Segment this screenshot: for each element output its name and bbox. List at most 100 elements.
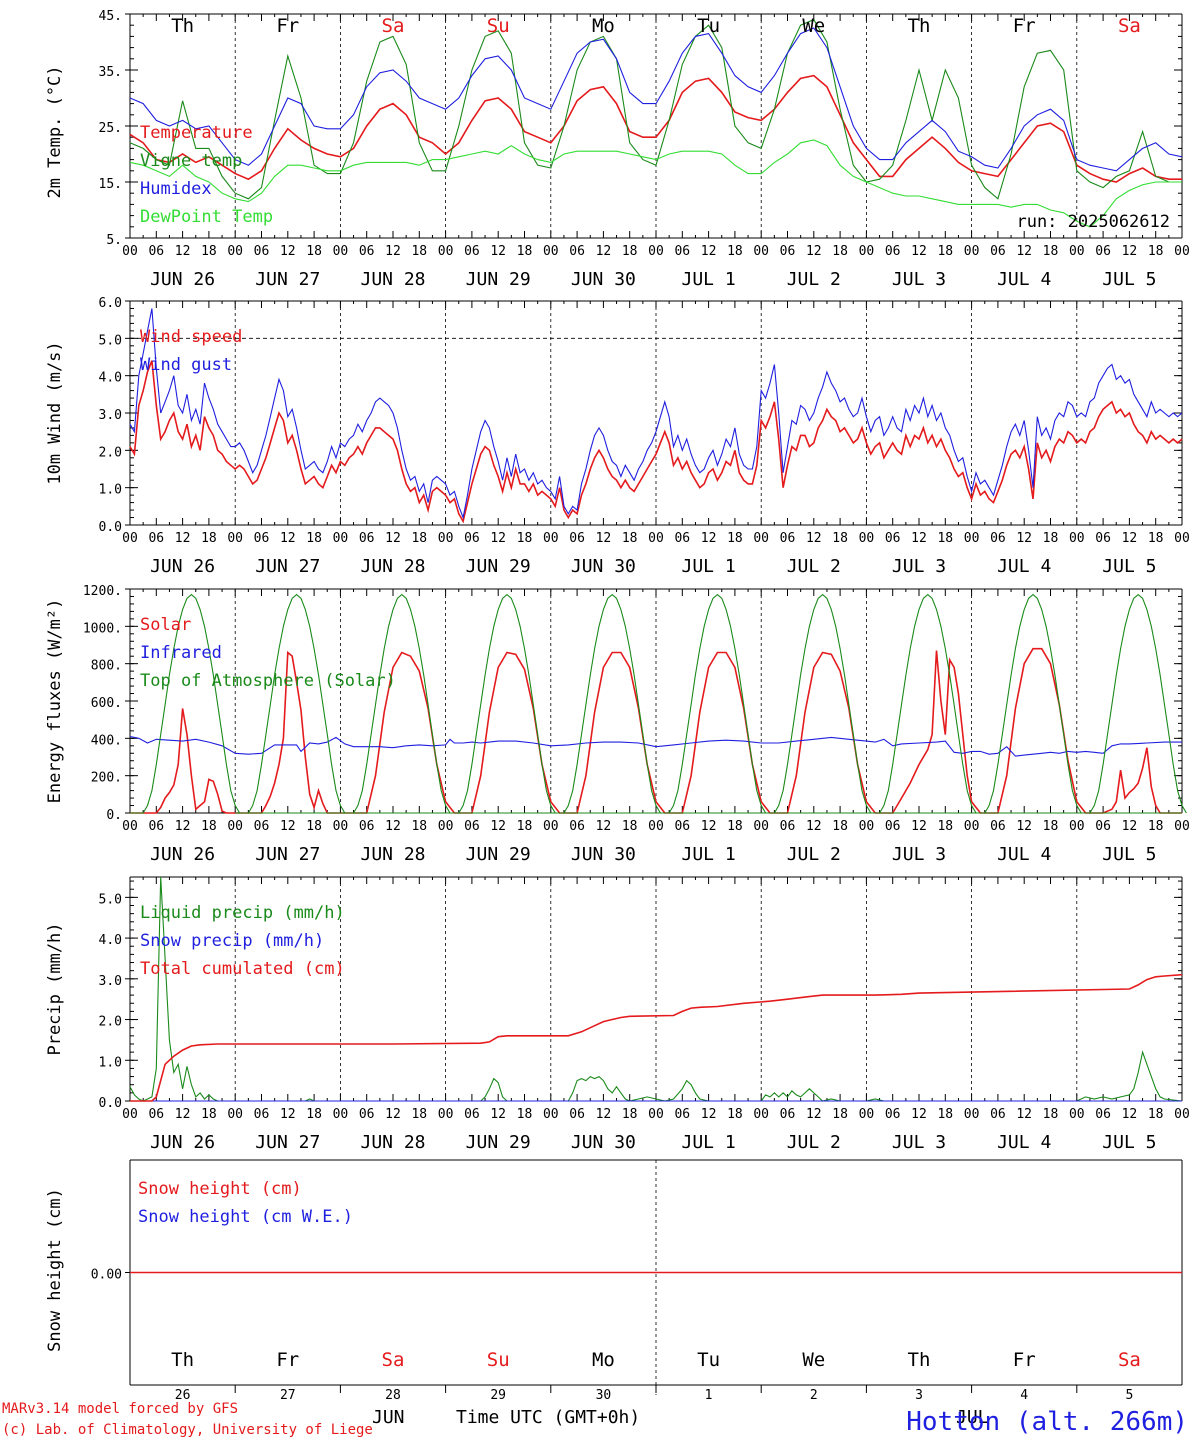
hour-label: 06 bbox=[569, 531, 585, 546]
series-wind-gust bbox=[129, 308, 1183, 520]
hour-label: 18 bbox=[411, 244, 427, 259]
weekday-label: Th bbox=[908, 1349, 931, 1371]
hour-label: 18 bbox=[622, 244, 638, 259]
date-label: JUL 3 bbox=[892, 844, 946, 865]
hour-label: 06 bbox=[1095, 819, 1111, 834]
series-infrared bbox=[129, 735, 1182, 757]
hour-label: 12 bbox=[490, 244, 506, 259]
y-tick-label: 400. bbox=[91, 733, 122, 748]
legend-snow-precip-mm-h-: Snow precip (mm/h) bbox=[140, 931, 324, 951]
weekday-label: Sa bbox=[1118, 15, 1141, 37]
hour-label: 00 bbox=[1174, 1107, 1190, 1122]
y-tick-label: 1200. bbox=[83, 584, 122, 599]
hour-label: 00 bbox=[753, 531, 769, 546]
hour-label: 18 bbox=[832, 819, 848, 834]
hour-label: 00 bbox=[122, 531, 138, 546]
hour-label: 18 bbox=[517, 819, 533, 834]
hour-label: 00 bbox=[227, 531, 243, 546]
panel-2: 0.0 1.0 2.0 3.0 4.0 5.0 6.0 10m Wind (m/s) Wind … bbox=[45, 296, 1190, 577]
hour-label: 00 bbox=[648, 531, 664, 546]
hour-label: 00 bbox=[648, 244, 664, 259]
hour-label: 12 bbox=[490, 819, 506, 834]
hour-label: 18 bbox=[1148, 819, 1164, 834]
weekday-label: Su bbox=[487, 1349, 510, 1371]
hour-label: 18 bbox=[201, 819, 217, 834]
hour-label: 12 bbox=[596, 244, 612, 259]
series-vigne-temp bbox=[129, 18, 1182, 200]
station-name: Hotton (alt. 266m) bbox=[906, 1407, 1188, 1437]
y-tick-label: 3.0 bbox=[99, 974, 122, 989]
hour-label: 12 bbox=[385, 1107, 401, 1122]
hour-label: 12 bbox=[701, 819, 717, 834]
hour-label: 00 bbox=[438, 1107, 454, 1122]
y-tick-label: 2.0 bbox=[99, 1015, 122, 1030]
hour-label: 00 bbox=[1069, 531, 1085, 546]
series-temperature bbox=[129, 74, 1182, 183]
hour-label: 06 bbox=[885, 819, 901, 834]
hour-label: 12 bbox=[1122, 531, 1138, 546]
series-total-cumulated-cm- bbox=[130, 973, 1183, 1102]
y-tick-label: 25. bbox=[99, 121, 122, 136]
date-label: JUN 27 bbox=[255, 556, 320, 577]
y-tick-label: 1.0 bbox=[99, 483, 122, 498]
hour-label: 12 bbox=[1122, 819, 1138, 834]
hour-label: 18 bbox=[937, 1107, 953, 1122]
hour-label: 18 bbox=[727, 1107, 743, 1122]
weekday-label: Tu bbox=[697, 15, 720, 37]
legend-vigne-temp: Vigne temp bbox=[140, 151, 242, 171]
series-wind-speed bbox=[129, 360, 1183, 524]
y-tick-label: 5. bbox=[106, 233, 122, 248]
hour-label: 18 bbox=[1043, 531, 1059, 546]
run-label: run: 2025062612 bbox=[1016, 212, 1170, 232]
date-label: JUN 26 bbox=[150, 1132, 215, 1153]
day-number-label: 1 bbox=[705, 1388, 713, 1403]
legend-solar: Solar bbox=[140, 615, 191, 635]
y-tick-label: 45. bbox=[99, 9, 122, 24]
footer-lab: (c) Lab. of Climatology, University of L… bbox=[2, 1422, 373, 1438]
day-number-label: 2 bbox=[810, 1388, 818, 1403]
y-tick-label: 600. bbox=[91, 696, 122, 711]
hour-label: 12 bbox=[701, 1107, 717, 1122]
hour-label: 12 bbox=[1016, 819, 1032, 834]
hour-label: 00 bbox=[1069, 244, 1085, 259]
hour-label: 12 bbox=[911, 1107, 927, 1122]
date-label: JUL 5 bbox=[1102, 269, 1156, 290]
hour-label: 00 bbox=[859, 531, 875, 546]
date-label: JUN 29 bbox=[466, 556, 531, 577]
y-axis-label: 2m Temp. (°C) bbox=[45, 65, 65, 198]
hour-label: 06 bbox=[569, 1107, 585, 1122]
hour-label: 00 bbox=[227, 819, 243, 834]
legend-liquid-precip-mm-h-: Liquid precip (mm/h) bbox=[140, 903, 345, 923]
hour-label: 00 bbox=[859, 819, 875, 834]
date-label: JUL 1 bbox=[682, 269, 736, 290]
date-label: JUN 30 bbox=[571, 556, 636, 577]
date-label: JUL 4 bbox=[997, 844, 1051, 865]
hour-label: 06 bbox=[254, 1107, 270, 1122]
y-tick-label: 200. bbox=[91, 771, 122, 786]
date-label: JUN 28 bbox=[360, 269, 425, 290]
series-solar bbox=[130, 647, 1182, 814]
series-top-of-atmosphere-day bbox=[656, 593, 767, 814]
hour-label: 00 bbox=[333, 531, 349, 546]
panel-4: 0.0 1.0 2.0 3.0 4.0 5.0 Precip (mm/h) Liquid pr… bbox=[45, 876, 1190, 1153]
hour-label: 06 bbox=[1095, 244, 1111, 259]
hour-label: 00 bbox=[333, 819, 349, 834]
date-label: JUN 29 bbox=[466, 269, 531, 290]
hour-label: 00 bbox=[543, 1107, 559, 1122]
hour-label: 18 bbox=[411, 1107, 427, 1122]
hour-label: 18 bbox=[201, 1107, 217, 1122]
legend-total-cumulated-cm-: Total cumulated (cm) bbox=[140, 959, 345, 979]
date-label: JUL 4 bbox=[997, 556, 1051, 577]
legend-infrared: Infrared bbox=[140, 643, 222, 663]
y-tick-label: 15. bbox=[99, 177, 122, 192]
weekday-label: Fr bbox=[276, 1349, 299, 1371]
hour-label: 12 bbox=[385, 819, 401, 834]
hour-label: 18 bbox=[306, 531, 322, 546]
hour-label: 00 bbox=[543, 819, 559, 834]
hour-label: 12 bbox=[175, 819, 191, 834]
date-label: JUL 2 bbox=[787, 1132, 841, 1153]
hour-label: 12 bbox=[280, 819, 296, 834]
y-tick-label: 5.0 bbox=[99, 892, 122, 907]
weekday-label: Fr bbox=[1013, 15, 1036, 37]
date-label: JUN 26 bbox=[150, 269, 215, 290]
